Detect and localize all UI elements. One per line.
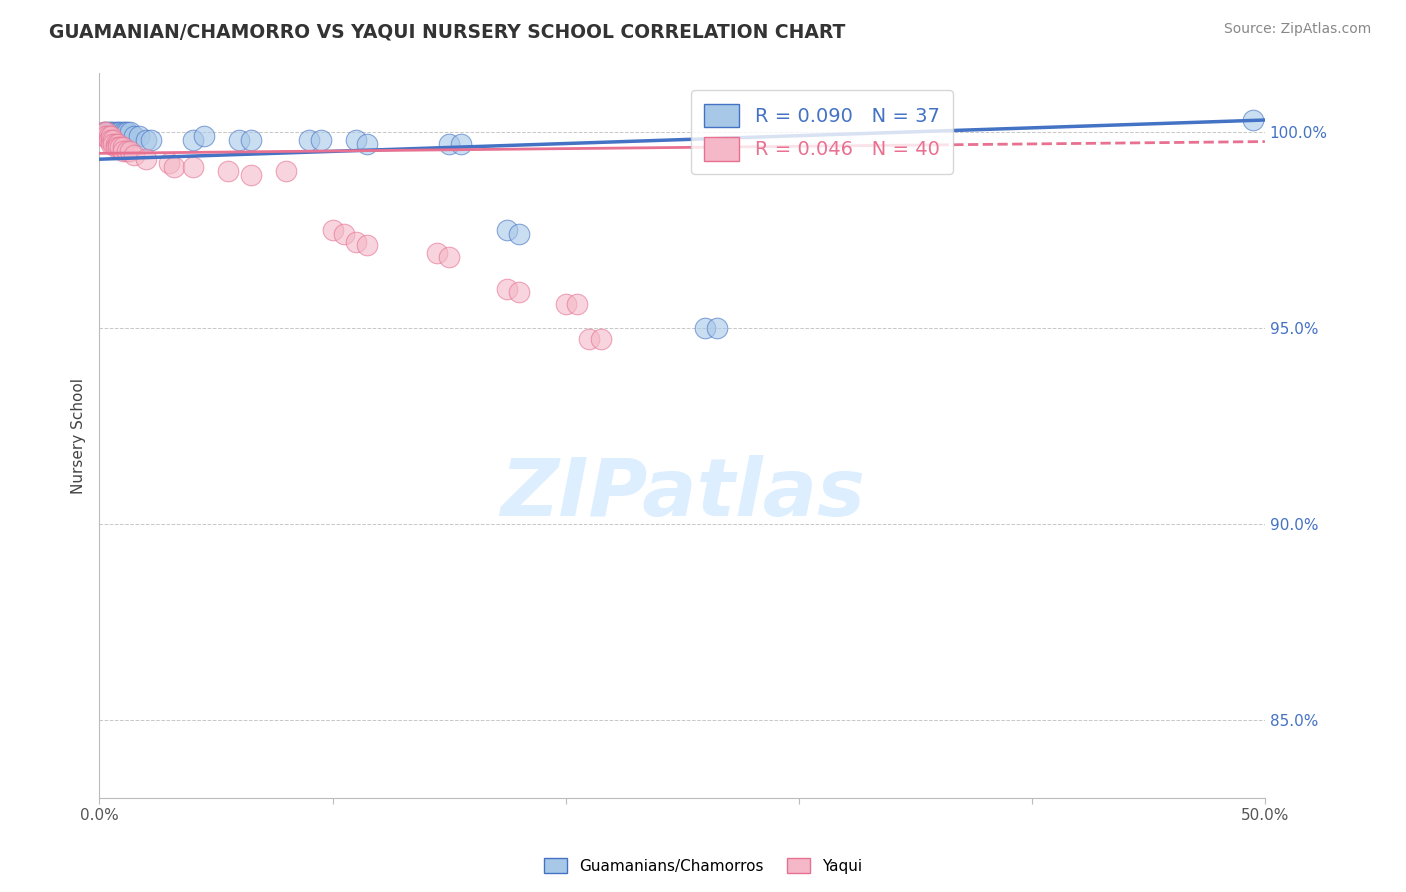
Point [104,125,127,139]
Point [181,133,204,147]
Point [118,145,141,159]
Point [97,128,120,143]
Point [193,128,215,143]
Point [104,128,127,143]
Point [139,133,162,147]
Point [496,281,519,295]
Point [111,128,134,143]
Point [554,297,576,311]
Text: GUAMANIAN/CHAMORRO VS YAQUI NURSERY SCHOOL CORRELATION CHART: GUAMANIAN/CHAMORRO VS YAQUI NURSERY SCHO… [49,22,845,41]
Point [93,125,115,139]
Point [228,133,250,147]
Point [124,148,146,162]
Point [111,145,134,159]
Point [309,133,332,147]
Point [163,160,186,174]
Point [128,128,150,143]
Point [97,133,120,147]
Point [100,128,122,143]
Point [217,164,239,178]
Point [181,160,204,174]
Point [93,125,115,139]
Point [100,128,122,143]
Point [107,136,129,151]
Point [96,125,118,139]
Point [103,128,125,143]
Point [96,128,118,143]
Point [117,145,139,159]
Point [97,125,120,139]
Point [450,136,472,151]
Point [117,125,139,139]
Point [100,136,122,151]
Point [239,168,262,182]
Legend: R = 0.090   N = 37, R = 0.046   N = 40: R = 0.090 N = 37, R = 0.046 N = 40 [690,90,953,174]
Point [97,128,120,143]
Point [333,227,356,241]
Point [567,297,589,311]
Point [578,333,600,347]
Point [107,125,129,139]
Point [437,136,460,151]
Point [274,164,297,178]
Point [110,140,132,154]
Point [96,125,118,139]
Point [1241,113,1264,128]
Point [157,156,180,170]
Point [508,285,530,300]
Point [344,133,367,147]
Point [103,133,125,147]
Point [437,250,460,264]
Point [103,125,125,139]
Point [103,136,125,151]
Point [100,125,122,139]
Point [107,140,129,154]
Point [496,223,519,237]
Point [706,320,728,334]
Point [100,128,122,143]
Text: Source: ZipAtlas.com: Source: ZipAtlas.com [1223,22,1371,37]
Point [104,140,127,154]
Point [100,133,122,147]
Point [322,223,344,237]
Point [344,235,367,249]
Point [111,140,134,154]
Point [356,136,378,151]
Text: ZIPatlas: ZIPatlas [499,455,865,533]
Legend: Guamanians/Chamorros, Yaqui: Guamanians/Chamorros, Yaqui [538,852,868,880]
Point [124,128,146,143]
Point [508,227,530,241]
Point [426,246,449,260]
Point [118,125,141,139]
Point [135,152,157,166]
Point [111,125,134,139]
Point [114,125,136,139]
Point [135,133,157,147]
Point [110,125,132,139]
Point [589,333,612,347]
Point [239,133,262,147]
Point [356,238,378,252]
Point [104,136,127,151]
Point [695,320,717,334]
Y-axis label: Nursery School: Nursery School [72,377,86,493]
Point [93,128,115,143]
Point [298,133,321,147]
